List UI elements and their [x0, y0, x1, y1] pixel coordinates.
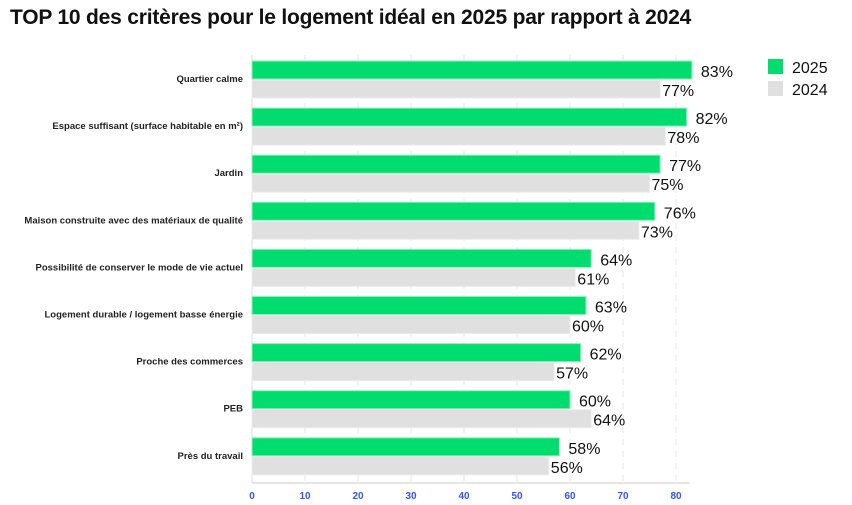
legend-swatch-2025: [768, 59, 783, 74]
data-label: 60%: [579, 394, 611, 411]
x-tick-label: 30: [405, 491, 417, 502]
category-label: Logement durable / logement basse énergi…: [45, 310, 244, 321]
data-label: 64%: [600, 252, 632, 269]
bar-2024: [251, 456, 550, 476]
bar-2025: [251, 201, 656, 221]
bar-2025: [251, 390, 571, 410]
bar-2025: [251, 60, 693, 80]
bar-2024: [251, 409, 592, 429]
data-label: 83%: [701, 64, 733, 81]
category-label: Maison construite avec des matériaux de …: [24, 215, 243, 226]
legend-label: 2024: [792, 82, 828, 99]
data-label: 61%: [577, 271, 609, 288]
category-label: Proche des commerces: [136, 357, 243, 368]
x-tick-label: 40: [458, 491, 470, 502]
category-label: Espace suffisant (surface habitable en m…: [52, 121, 243, 132]
bar-2024: [251, 173, 650, 193]
x-tick-label: 80: [670, 491, 682, 502]
category-label: Possibilité de conserver le mode de vie …: [35, 262, 243, 273]
bar-2025: [251, 296, 587, 315]
data-label: 62%: [590, 347, 622, 364]
data-label: 57%: [556, 366, 588, 383]
bar-2025: [251, 343, 582, 363]
x-tick-label: 70: [617, 491, 629, 502]
data-label: 76%: [664, 205, 696, 222]
data-label: 56%: [551, 460, 583, 477]
bar-2025: [251, 437, 560, 457]
x-tick-label: 10: [299, 491, 311, 502]
bar-2024: [251, 126, 666, 146]
bar-2024: [251, 315, 571, 334]
legend-label: 2025: [792, 60, 828, 77]
bar-2024: [251, 79, 661, 99]
category-label: Jardin: [214, 168, 243, 179]
bar-2025: [251, 248, 592, 268]
data-label: 77%: [662, 83, 694, 100]
bar-2024: [251, 220, 640, 240]
x-tick-label: 60: [564, 491, 576, 502]
data-label: 73%: [641, 224, 673, 241]
data-label: 64%: [593, 413, 625, 430]
data-label: 58%: [568, 441, 600, 458]
data-label: 77%: [669, 158, 701, 175]
data-label: 60%: [572, 319, 604, 336]
category-label: PEB: [223, 404, 243, 415]
bar-2024: [251, 267, 576, 287]
chart-title: TOP 10 des critères pour le logement idé…: [10, 6, 692, 29]
bar-2025: [251, 154, 661, 174]
x-tick-label: 50: [511, 491, 523, 502]
bar-2025: [251, 107, 688, 127]
data-label: 63%: [595, 300, 627, 317]
bar-2024: [251, 362, 555, 382]
data-label: 78%: [667, 130, 699, 147]
category-label: Quartier calme: [176, 74, 243, 85]
legend-swatch-2024: [768, 81, 783, 96]
data-label: 82%: [696, 111, 728, 128]
category-label: Près du travail: [178, 451, 243, 462]
x-tick-label: 0: [249, 491, 255, 502]
data-label: 75%: [652, 177, 684, 194]
x-tick-label: 20: [352, 491, 364, 502]
